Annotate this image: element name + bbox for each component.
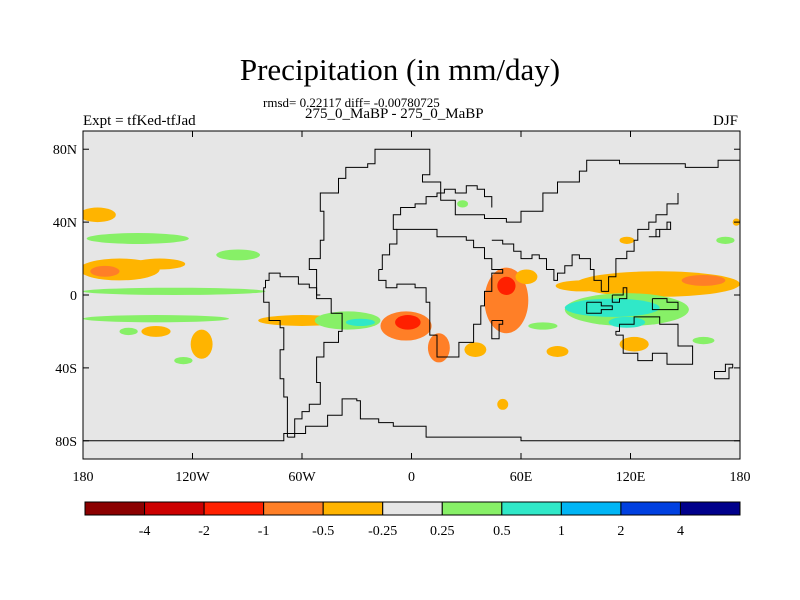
- colorbar-label: -0.5: [312, 524, 334, 539]
- anomaly-region: [119, 327, 138, 336]
- anomaly-region: [83, 207, 116, 223]
- anomaly-region: [216, 249, 261, 261]
- colorbar: -4 -2 -1 -0.5 -0.25 0.25 0.5 1 2 4: [84, 501, 741, 539]
- x-axis: 180 120W 60W 0 60E 120E 180: [73, 131, 751, 485]
- coastline: [586, 301, 613, 314]
- colorbar-swatch: [501, 501, 562, 516]
- y-tick-label: 40S: [55, 362, 77, 377]
- colorbar-label: 2: [617, 524, 624, 539]
- y-tick-label: 80S: [55, 435, 77, 450]
- coastline: [714, 363, 734, 380]
- x-tick-label: 120E: [616, 470, 646, 485]
- coastline: [491, 239, 602, 292]
- anomaly-region: [427, 333, 450, 363]
- x-tick-label: 60W: [288, 470, 316, 485]
- anomaly-region: [619, 236, 635, 244]
- colorbar-swatch: [84, 501, 146, 516]
- coastline-layer: [83, 148, 740, 442]
- anomaly-region: [692, 336, 715, 345]
- coastline: [263, 272, 343, 438]
- experiment-label: Expt = tfKed-tfJad: [83, 113, 196, 129]
- coastline: [601, 193, 679, 292]
- anomaly-region: [83, 315, 229, 323]
- coastline: [83, 398, 740, 442]
- coastline: [648, 221, 672, 238]
- coastline: [651, 298, 679, 311]
- anomaly-region: [83, 287, 266, 295]
- period-label: 275_0_MaBP - 275_0_MaBP: [305, 106, 484, 122]
- season-label: DJF: [712, 113, 738, 129]
- anomaly-region: [484, 267, 529, 334]
- anomaly-region: [716, 236, 735, 244]
- colorbar-label: 1: [558, 524, 565, 539]
- anomaly-region: [141, 325, 171, 337]
- colorbar-swatch: [203, 501, 265, 516]
- anomaly-region: [90, 265, 120, 277]
- coastline: [392, 185, 493, 230]
- colorbar-swatch: [560, 501, 622, 516]
- colorbar-swatch: [382, 501, 443, 516]
- coastline: [491, 320, 504, 340]
- coastline: [615, 316, 694, 365]
- anomaly-region: [457, 200, 469, 208]
- x-tick-label: 120W: [175, 470, 210, 485]
- y-tick-label: 40N: [53, 216, 77, 231]
- y-tick-label: 0: [70, 289, 77, 304]
- colorbar-label: -4: [139, 524, 151, 539]
- anomaly-region: [134, 258, 186, 270]
- y-tick-label: 80N: [53, 143, 77, 158]
- anomaly-region: [190, 329, 213, 359]
- anomaly-region: [681, 274, 726, 286]
- colorbar-label: -1: [258, 524, 270, 539]
- anomaly-region: [546, 346, 569, 357]
- coastline: [611, 287, 628, 303]
- stats-label: rmsd= 0.22117 diff= -0.00780725: [263, 95, 440, 110]
- anomaly-region: [86, 233, 189, 244]
- colorbar-label: 0.25: [430, 524, 455, 539]
- colorbar-swatch: [322, 501, 384, 516]
- anomaly-region: [174, 356, 193, 365]
- coastline: [378, 228, 504, 358]
- x-tick-label: 180: [730, 470, 751, 485]
- chart-title: Precipitation (in mm/day): [239, 52, 561, 87]
- colorbar-label: -0.25: [368, 524, 397, 539]
- colorbar-label: 4: [677, 524, 684, 539]
- anomaly-layer: [83, 200, 740, 410]
- x-tick-label: 60E: [510, 470, 533, 485]
- anomaly-region: [345, 318, 375, 326]
- colorbar-label: -2: [198, 524, 210, 539]
- colorbar-swatch: [679, 501, 741, 516]
- anomaly-region: [528, 322, 558, 330]
- colorbar-swatch: [441, 501, 503, 516]
- anomaly-region: [464, 342, 487, 357]
- x-tick-label: 180: [73, 470, 94, 485]
- colorbar-swatch: [620, 501, 681, 516]
- x-tick-label: 0: [408, 470, 415, 485]
- anomaly-region: [608, 316, 646, 328]
- anomaly-region: [619, 336, 649, 352]
- y-axis: 80N 40N 0 40S 80S: [53, 143, 740, 450]
- anomaly-region: [515, 269, 538, 285]
- colorbar-swatch: [144, 501, 205, 516]
- anomaly-region: [497, 276, 516, 295]
- coastline: [308, 148, 740, 296]
- colorbar-label: 0.5: [493, 524, 511, 539]
- anomaly-region: [497, 398, 509, 410]
- anomaly-region: [395, 315, 421, 330]
- colorbar-swatch: [263, 501, 324, 516]
